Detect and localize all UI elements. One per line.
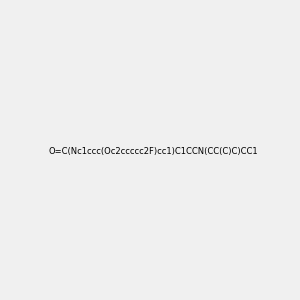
Text: O=C(Nc1ccc(Oc2ccccc2F)cc1)C1CCN(CC(C)C)CC1: O=C(Nc1ccc(Oc2ccccc2F)cc1)C1CCN(CC(C)C)C… [49,147,259,156]
